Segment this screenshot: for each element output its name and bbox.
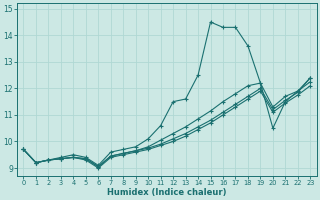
X-axis label: Humidex (Indice chaleur): Humidex (Indice chaleur) [107,188,227,197]
